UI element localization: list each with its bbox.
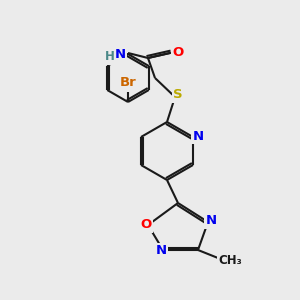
Text: H: H [105,50,115,64]
Text: N: N [155,244,167,257]
Text: S: S [173,88,183,101]
Text: N: N [114,49,126,62]
Text: N: N [206,214,217,227]
Text: O: O [172,46,184,59]
Text: N: N [192,130,204,142]
Text: O: O [140,218,152,232]
Text: CH₃: CH₃ [218,254,242,266]
Text: Br: Br [120,76,136,89]
